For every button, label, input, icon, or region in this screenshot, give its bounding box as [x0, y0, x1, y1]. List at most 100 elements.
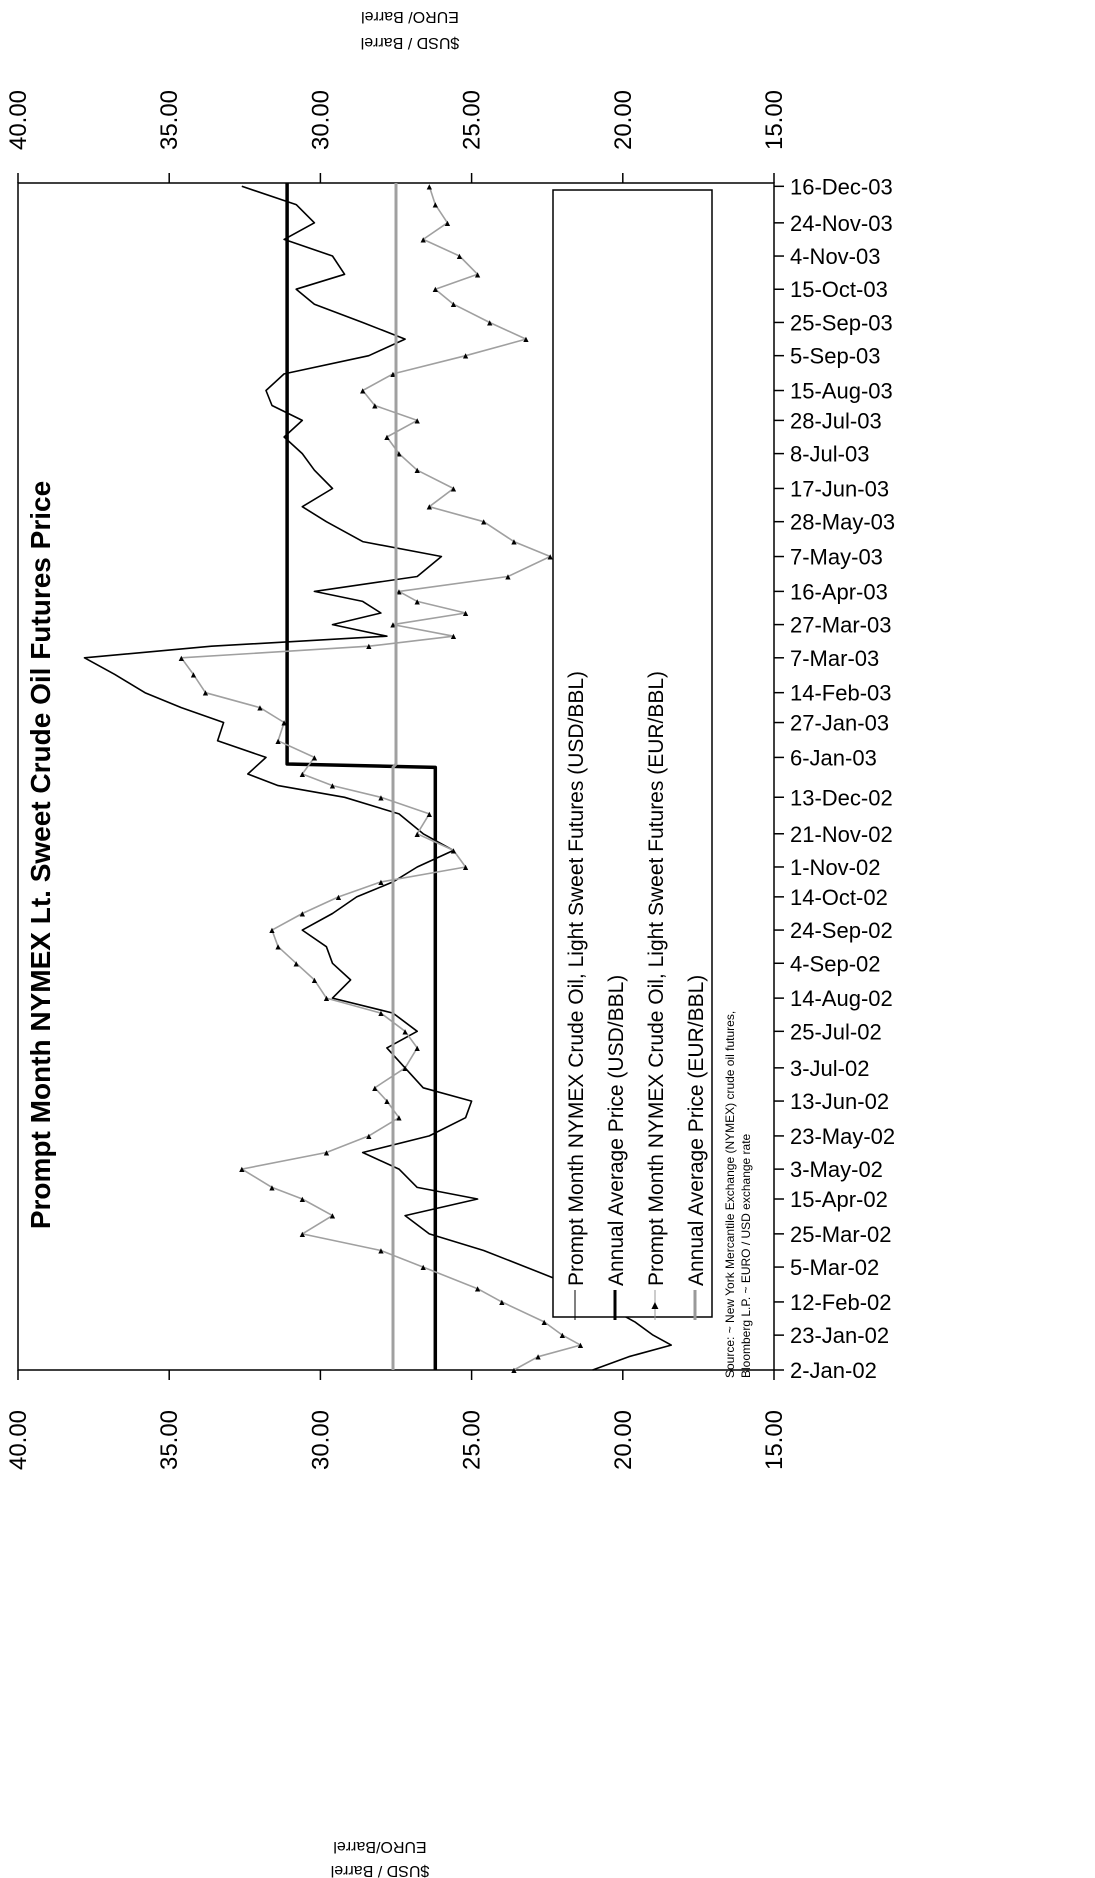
- right-axis-label-eur: EURO/ Barrel: [361, 8, 459, 25]
- date-tick-label: 23-Jan-02: [790, 1323, 889, 1348]
- eur-series-marker: ▲: [376, 792, 385, 802]
- legend-entry-usd-average: Annual Average Price (USD/BBL): [605, 975, 628, 1320]
- eur-series-marker: ▲: [298, 909, 307, 919]
- date-tick-label: 23-May-02: [790, 1124, 895, 1149]
- value-tick-label-top: 15.00: [761, 90, 788, 150]
- eur-series-marker: ▲: [461, 608, 470, 618]
- value-tick-label-bottom: 20.00: [610, 1410, 637, 1470]
- eur-series-marker: ▲: [395, 1113, 404, 1123]
- eur-series-marker: ▲: [413, 1043, 422, 1053]
- eur-series-marker: ▲: [546, 552, 555, 562]
- date-tick-label: 4-Sep-02: [790, 951, 881, 976]
- date-tick-label: 13-Dec-02: [790, 785, 893, 810]
- left-axis-label-usd: $USD / Barrel: [331, 1862, 430, 1878]
- eur-series-marker: ▲: [401, 1063, 410, 1073]
- eur-series-marker: ▲: [503, 572, 512, 582]
- eur-series-marker: ▲: [177, 653, 186, 663]
- date-tick-label: 12-Feb-02: [790, 1290, 892, 1315]
- series-layer: ▲▲▲▲▲▲▲▲▲▲▲▲▲▲▲▲▲▲▲▲▲▲▲▲▲▲▲▲▲▲▲▲▲▲▲▲▲▲▲▲…: [83, 181, 673, 1375]
- eur-series-marker: ▲: [370, 401, 379, 411]
- date-tick-label: 25-Sep-03: [790, 310, 893, 335]
- eur-series-marker: ▲: [310, 975, 319, 985]
- eur-series-marker: ▲: [425, 502, 434, 512]
- eur-series-marker: ▲: [292, 958, 301, 968]
- value-axis-bottom: 15.00 20.00 25.00 30.00 35.00 40.00: [5, 1370, 788, 1470]
- value-axis-top: 15.00 20.00 25.00 30.00 35.00 40.00: [5, 90, 788, 183]
- chart-title: Prompt Month NYMEX Lt. Sweet Crude Oil F…: [25, 481, 56, 1229]
- eur-series-marker: ▲: [419, 1262, 428, 1272]
- date-tick-label: 7-May-03: [790, 545, 883, 570]
- eur-series-marker: ▲: [473, 269, 482, 279]
- date-tick-label: 16-Apr-03: [790, 579, 888, 604]
- eur-series-marker: ▲: [431, 200, 440, 210]
- eur-series-marker: ▲: [310, 752, 319, 762]
- series-line-1: [83, 185, 673, 1371]
- value-tick-label-bottom: 25.00: [459, 1410, 486, 1470]
- eur-series-marker: ▲: [370, 1083, 379, 1093]
- right-axis-label-usd: $USD / Barrel: [361, 34, 460, 51]
- value-tick-label-top: 20.00: [610, 90, 637, 150]
- date-tick-label: 28-May-03: [790, 510, 895, 535]
- eur-series-marker: ▲: [431, 284, 440, 294]
- date-tick-label: 17-Jun-03: [790, 476, 889, 501]
- eur-series-marker: ▲: [298, 1194, 307, 1204]
- date-tick-label: 15-Apr-02: [790, 1187, 888, 1212]
- date-tick-label: 21-Nov-02: [790, 822, 893, 847]
- legend-entry-eur-average: Annual Average Price (EUR/BBL): [685, 975, 708, 1320]
- legend-label-eur-average: Annual Average Price (EUR/BBL): [685, 975, 708, 1286]
- date-tick-label: 14-Aug-02: [790, 986, 893, 1011]
- eur-series-marker: ▲: [455, 251, 464, 261]
- eur-series-marker: ▲: [322, 993, 331, 1003]
- date-tick-label: 13-Jun-02: [790, 1089, 889, 1114]
- date-tick-label: 24-Sep-02: [790, 918, 893, 943]
- legend-entry-eur-futures: ▲ Prompt Month NYMEX Crude Oil, Light Sw…: [645, 671, 668, 1320]
- source-note-line1: Source: ~ New York Mercantile Exchange (…: [723, 1011, 737, 1378]
- legend-entry-usd-futures: Prompt Month NYMEX Crude Oil, Light Swee…: [565, 671, 588, 1320]
- eur-series-marker: ▲: [201, 688, 210, 698]
- eur-series-marker: ▲: [389, 620, 398, 630]
- date-tick-label: 3-May-02: [790, 1157, 883, 1182]
- eur-series-marker: ▲: [522, 334, 531, 344]
- value-tick-label-top: 35.00: [156, 90, 183, 150]
- eur-series-marker: ▲: [461, 862, 470, 872]
- date-tick-label: 15-Oct-03: [790, 277, 888, 302]
- date-tick-label: 16-Dec-03: [790, 174, 893, 199]
- eur-series-marker: ▲: [382, 1096, 391, 1106]
- eur-series-marker: ▲: [413, 465, 422, 475]
- eur-series-marker: ▲: [534, 1352, 543, 1362]
- value-tick-label-bottom: 40.00: [5, 1410, 32, 1470]
- eur-series-marker: ▲: [328, 781, 337, 791]
- eur-series-marker: ▲: [443, 218, 452, 228]
- series-line-2: [285, 183, 438, 1370]
- date-tick-label: 3-Jul-02: [790, 1056, 869, 1081]
- series-line-4: [391, 183, 398, 1370]
- value-tick-label-bottom: 15.00: [761, 1410, 788, 1470]
- date-tick-label: 24-Nov-03: [790, 211, 893, 236]
- value-tick-label-top: 30.00: [307, 90, 334, 150]
- eur-series-marker: ▲: [449, 631, 458, 641]
- eur-series-marker: ▲: [449, 845, 458, 855]
- eur-series-marker: ▲: [401, 1026, 410, 1036]
- date-tick-label: 25-Jul-02: [790, 1019, 882, 1044]
- value-tick-label-top: 40.00: [5, 90, 32, 150]
- eur-series-marker: ▲: [485, 318, 494, 328]
- eur-series-marker: ▲: [413, 829, 422, 839]
- date-tick-label: 15-Aug-03: [790, 379, 893, 404]
- legend-box: [552, 189, 713, 1318]
- eur-series-marker: ▲: [576, 1340, 585, 1350]
- eur-series-marker: ▲: [322, 1148, 331, 1158]
- eur-series-marker: ▲: [189, 669, 198, 679]
- eur-series-marker: ▲: [376, 877, 385, 887]
- eur-series-marker: ▲: [425, 181, 434, 191]
- eur-series-marker: ▲: [509, 537, 518, 547]
- eur-series-marker: ▲: [268, 925, 277, 935]
- value-tick-label-bottom: 30.00: [307, 1410, 334, 1470]
- date-tick-label: 25-Mar-02: [790, 1222, 891, 1247]
- date-tick-label: 5-Sep-03: [790, 344, 881, 369]
- eur-series-marker: ▲: [334, 892, 343, 902]
- date-tick-label: 1-Nov-02: [790, 855, 880, 880]
- series-line-3: [180, 186, 582, 1371]
- eur-series-marker: ▲: [376, 1008, 385, 1018]
- date-tick-label: 7-Mar-03: [790, 646, 879, 671]
- eur-series-marker: ▲: [419, 234, 428, 244]
